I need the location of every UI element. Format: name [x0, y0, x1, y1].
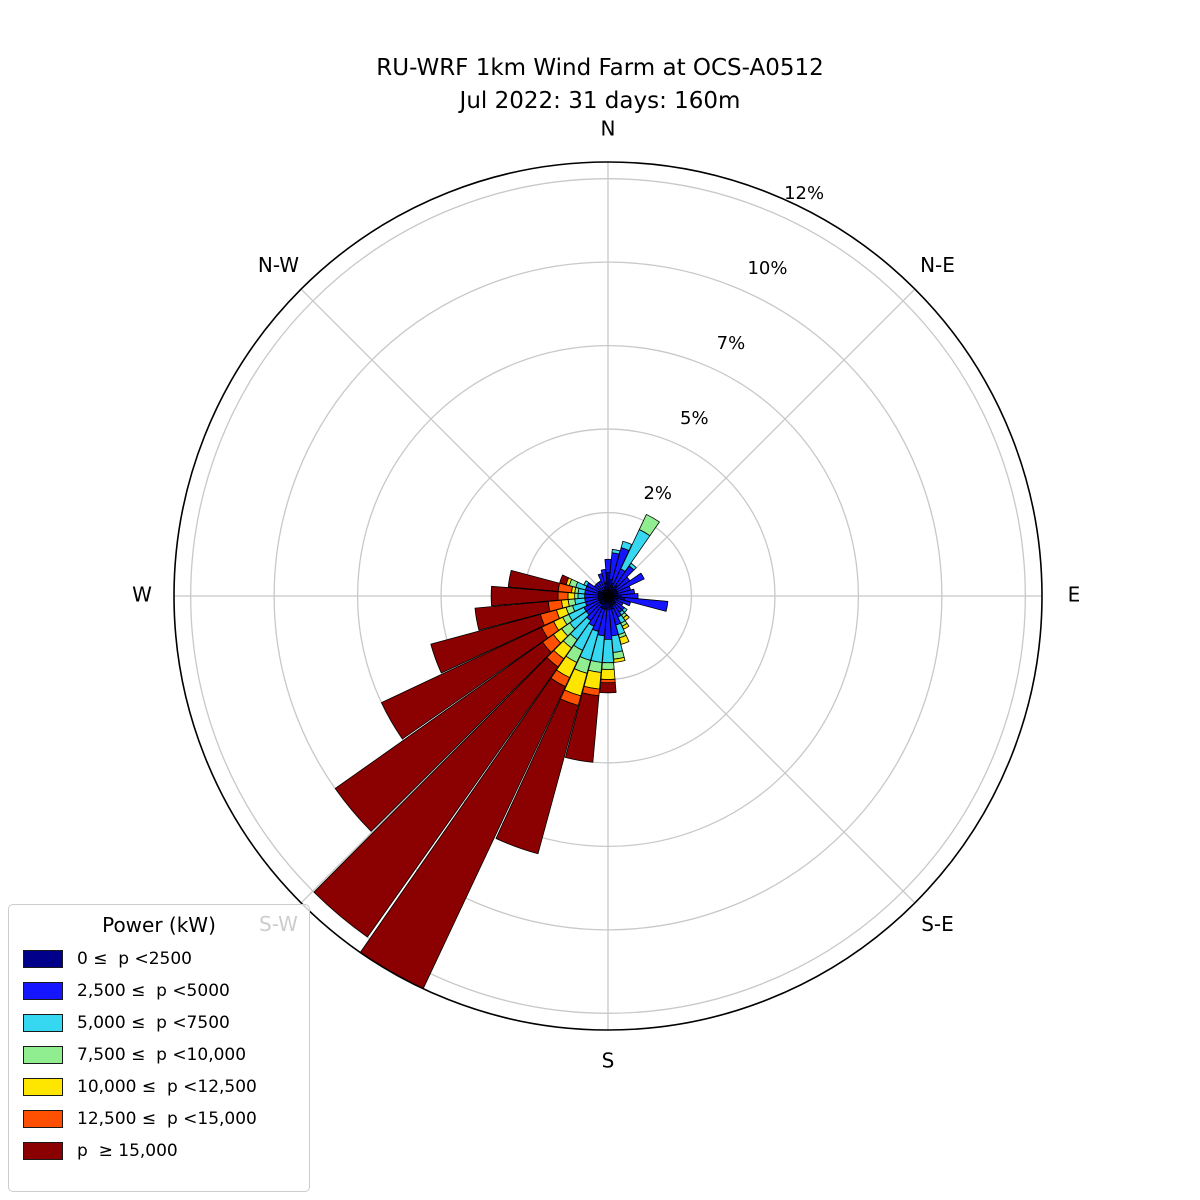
rose-segment	[623, 597, 669, 612]
rose-segment	[567, 592, 576, 600]
legend-label: 10,000 ≤ p <12,500	[77, 1077, 257, 1097]
rose-segment	[600, 668, 616, 680]
radial-tick-label: 10%	[747, 258, 787, 279]
legend-entry: 0 ≤ p <2500	[9, 943, 309, 975]
legend-entry: 12,500 ≤ p <15,000	[9, 1103, 309, 1135]
rose-segment	[474, 601, 551, 631]
legend-swatch	[23, 982, 63, 1000]
legend-swatch	[23, 950, 63, 968]
legend-entry: 2,500 ≤ p <5000	[9, 975, 309, 1007]
legend-label: 2,500 ≤ p <5000	[77, 981, 230, 1001]
radial-tick-label: 5%	[680, 408, 709, 429]
rose-segment	[559, 574, 569, 586]
grid-spoke	[607, 595, 916, 904]
rose-segment	[601, 662, 615, 670]
rose-segment	[334, 641, 552, 832]
rose-segment	[600, 569, 608, 584]
legend-entry: 10,000 ≤ p <12,500	[9, 1071, 309, 1103]
radial-tick-label: 12%	[784, 183, 824, 204]
legend-swatch	[23, 1142, 63, 1160]
rose-segment	[381, 626, 549, 740]
rose-segment	[577, 593, 586, 599]
radial-tick-label: 7%	[717, 333, 746, 354]
legend-entry: 7,500 ≤ p <10,000	[9, 1039, 309, 1071]
power-legend: Power (kW) 0 ≤ p <2500 2,500 ≤ p <5000 5,0…	[8, 904, 310, 1192]
compass-label-n-w: N-W	[258, 253, 299, 277]
rose-segment	[564, 692, 600, 763]
compass-label-n: N	[601, 117, 616, 141]
radial-tick-label: 2%	[643, 483, 672, 504]
legend-label: 12,500 ≤ p <15,000	[77, 1109, 257, 1129]
legend-swatch	[23, 1046, 63, 1064]
grid-spoke	[300, 288, 609, 597]
legend-label: 0 ≤ p <2500	[77, 949, 192, 969]
compass-label-w: W	[132, 583, 152, 607]
legend-swatch	[23, 1014, 63, 1032]
legend-label: p ≥ 15,000	[77, 1141, 178, 1161]
legend-label: 5,000 ≤ p <7500	[77, 1013, 230, 1033]
rose-segment	[495, 698, 579, 855]
rose-segment	[430, 613, 545, 674]
rose-segment	[574, 592, 579, 600]
rose-segment	[628, 562, 637, 571]
rose-segment	[557, 591, 569, 601]
compass-label-n-e: N-E	[920, 253, 955, 277]
legend-swatch	[23, 1078, 63, 1096]
rose-segment	[583, 580, 590, 587]
legend-entry: p ≥ 15,000	[9, 1135, 309, 1167]
legend-swatch	[23, 1110, 63, 1128]
legend-title: Power (kW)	[102, 913, 216, 937]
compass-label-s: S	[602, 1049, 615, 1073]
legend-label: 7,500 ≤ p <10,000	[77, 1045, 247, 1065]
legend-entries: 0 ≤ p <2500 2,500 ≤ p <5000 5,000 ≤ p <750…	[9, 943, 309, 1167]
rose-segment	[599, 682, 617, 694]
legend-entry: 5,000 ≤ p <7500	[9, 1007, 309, 1039]
compass-label-e: E	[1068, 583, 1081, 607]
rose-segment	[638, 514, 660, 537]
rose-segment	[313, 657, 559, 938]
rose-segment	[613, 656, 626, 663]
polar-outline	[173, 161, 1043, 1031]
compass-label-s-e: S-E	[921, 912, 954, 936]
grid-spoke	[607, 288, 916, 597]
